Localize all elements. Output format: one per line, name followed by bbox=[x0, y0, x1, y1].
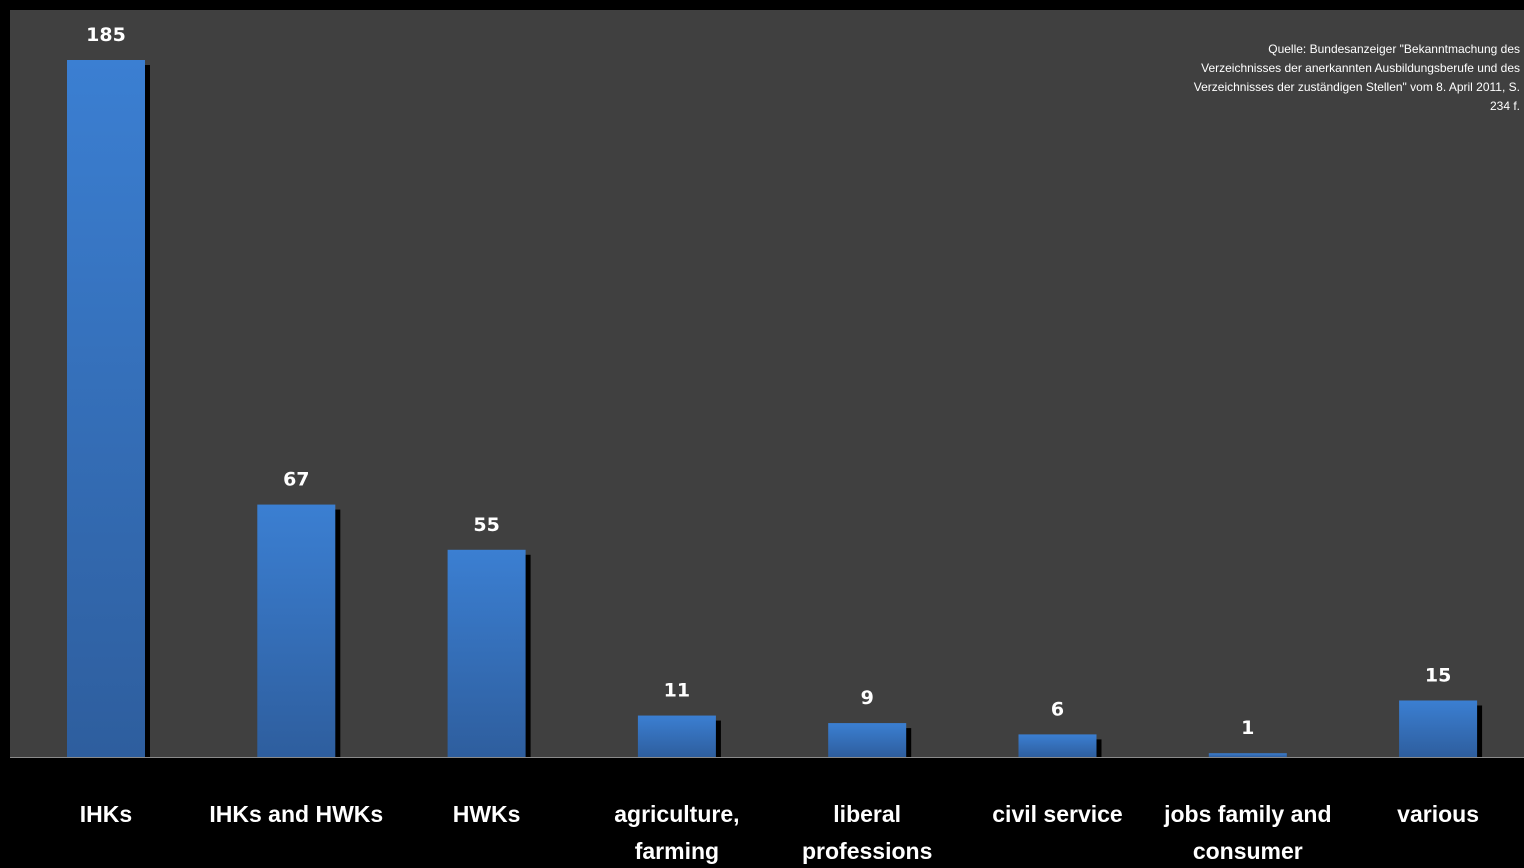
bar bbox=[67, 60, 145, 757]
category-label: IHKs and HWKs bbox=[209, 801, 384, 827]
category-label: agriculture, farming bbox=[614, 801, 740, 864]
category-label: liberal professions bbox=[802, 801, 933, 864]
bar bbox=[447, 549, 526, 757]
bar bbox=[828, 723, 907, 757]
bar-value-label: 11 bbox=[664, 680, 690, 702]
category-label: IHKs bbox=[79, 801, 133, 827]
bar bbox=[1018, 734, 1097, 757]
bar bbox=[1208, 753, 1287, 757]
bar bbox=[1399, 700, 1478, 757]
bar-value-label: 55 bbox=[473, 514, 499, 536]
bar-value-label: 1 bbox=[1241, 717, 1254, 739]
category-label: various bbox=[1397, 801, 1479, 827]
bar bbox=[257, 504, 336, 757]
category-label: jobs family and consumer science bbox=[1164, 801, 1332, 864]
bar-value-label: 9 bbox=[861, 687, 874, 709]
bar-value-label: 185 bbox=[86, 24, 126, 46]
bar bbox=[637, 715, 716, 757]
bar-chart: 185 67 55 11 9 6 1 15 bbox=[10, 24, 1524, 758]
bar-value-label: 67 bbox=[283, 469, 309, 491]
bar-value-label: 15 bbox=[1425, 664, 1451, 686]
x-axis-labels: IHKs IHKs and HWKs HWKs agriculture, farmin… bbox=[0, 758, 1524, 868]
source-note: Quelle: Bundesanzeiger "Bekanntmachung d… bbox=[1193, 42, 1520, 113]
category-label: HWKs bbox=[452, 801, 521, 827]
bar-value-label: 6 bbox=[1051, 698, 1064, 720]
category-label: civil service bbox=[992, 801, 1123, 827]
